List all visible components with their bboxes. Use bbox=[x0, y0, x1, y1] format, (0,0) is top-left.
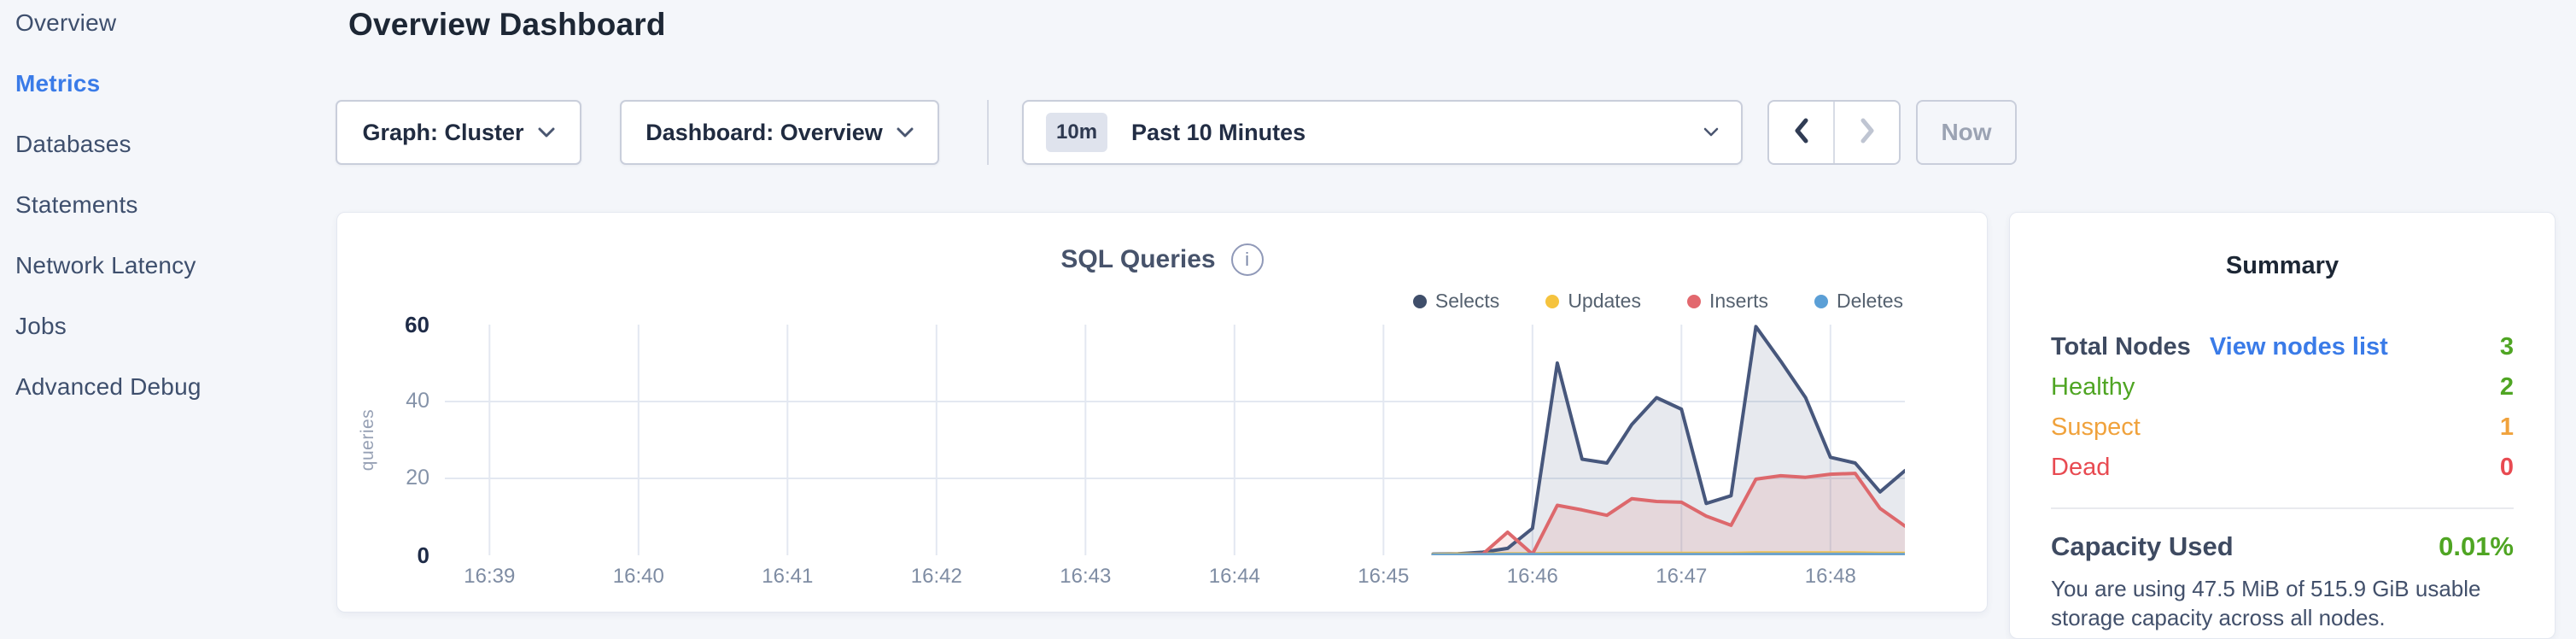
time-range-selector[interactable]: 10m Past 10 Minutes bbox=[1022, 100, 1743, 165]
sidebar: Overview Metrics Databases Statements Networ… bbox=[0, 0, 336, 624]
chevron-down-icon bbox=[538, 127, 555, 138]
time-range-label: Past 10 Minutes bbox=[1131, 119, 1306, 145]
legend-label: Inserts bbox=[1709, 290, 1769, 312]
toolbar-divider bbox=[987, 100, 989, 165]
legend-item-selects[interactable]: Selects bbox=[1412, 290, 1500, 313]
x-tick-label: 16:47 bbox=[1656, 565, 1708, 588]
total-nodes-label: Total Nodes bbox=[2051, 333, 2191, 361]
sidebar-item-metrics[interactable]: Metrics bbox=[15, 70, 101, 97]
chart-title-row: SQL Queries i bbox=[337, 243, 1987, 276]
page-title: Overview Dashboard bbox=[348, 7, 666, 42]
now-button[interactable]: Now bbox=[1916, 100, 2017, 165]
x-tick-label: 16:41 bbox=[762, 565, 814, 588]
total-nodes-row: Total Nodes View nodes list 3 bbox=[2051, 333, 2514, 361]
sidebar-item-databases[interactable]: Databases bbox=[15, 131, 131, 157]
y-axis-label: queries bbox=[358, 408, 377, 472]
x-tick-label: 16:42 bbox=[910, 565, 962, 588]
sidebar-nav-list: Overview Metrics Databases Statements Networ… bbox=[15, 9, 336, 401]
status-value: 1 bbox=[2499, 413, 2514, 441]
legend-label: Updates bbox=[1568, 290, 1641, 312]
summary-divider bbox=[2051, 507, 2514, 509]
status-value: 2 bbox=[2499, 373, 2514, 401]
sidebar-item-overview[interactable]: Overview bbox=[15, 9, 117, 36]
status-label: Dead bbox=[2051, 454, 2111, 481]
graph-dropdown-label: Graph: Cluster bbox=[362, 119, 524, 145]
total-nodes-value: 3 bbox=[2499, 333, 2514, 361]
sql-queries-chart bbox=[445, 325, 1905, 555]
chart-title: SQL Queries bbox=[1060, 245, 1216, 273]
sidebar-item-network-latency[interactable]: Network Latency bbox=[15, 252, 196, 278]
node-status-row-healthy: Healthy 2 bbox=[2051, 372, 2514, 402]
chevron-right-icon bbox=[1856, 116, 1878, 149]
selects-series-dot-icon bbox=[1412, 294, 1427, 308]
dashboard-dropdown-label: Dashboard: Overview bbox=[645, 119, 883, 145]
chart-legend: Selects Updates Inserts Deletes bbox=[1412, 290, 1903, 313]
summary-card: Summary Total Nodes View nodes list 3 He… bbox=[2009, 212, 2556, 639]
node-status-row-suspect: Suspect 1 bbox=[2051, 413, 2514, 442]
x-tick-label: 16:46 bbox=[1506, 565, 1558, 588]
deletes-series-dot-icon bbox=[1814, 294, 1829, 308]
y-tick-label: 60 bbox=[405, 312, 429, 337]
node-status-rows: Healthy 2 Suspect 1 Dead 0 bbox=[2051, 372, 2514, 482]
time-range-badge: 10m bbox=[1046, 113, 1108, 152]
chevron-down-icon bbox=[1703, 127, 1719, 138]
x-tick-label: 16:48 bbox=[1804, 565, 1856, 588]
previous-time-button[interactable] bbox=[1769, 102, 1835, 163]
legend-label: Deletes bbox=[1837, 290, 1903, 312]
y-tick-label: 0 bbox=[417, 542, 429, 568]
toolbar: Graph: Cluster Dashboard: Overview 10m P… bbox=[336, 100, 2017, 165]
status-value: 0 bbox=[2499, 454, 2514, 481]
sidebar-item-advanced-debug[interactable]: Advanced Debug bbox=[15, 373, 202, 400]
next-time-button[interactable] bbox=[1835, 102, 1899, 163]
x-tick-label: 16:43 bbox=[1060, 565, 1112, 588]
legend-label: Selects bbox=[1434, 290, 1500, 312]
updates-series-dot-icon bbox=[1545, 294, 1560, 308]
capacity-used-row: Capacity Used 0.01% bbox=[2051, 531, 2514, 562]
sql-queries-chart-card: SQL Queries i Selects Updates Inserts Delet… bbox=[336, 212, 1988, 613]
info-icon[interactable]: i bbox=[1230, 243, 1264, 276]
inserts-series-dot-icon bbox=[1686, 294, 1701, 308]
legend-item-deletes[interactable]: Deletes bbox=[1814, 290, 1903, 313]
chevron-left-icon bbox=[1790, 116, 1813, 149]
dashboard-dropdown[interactable]: Dashboard: Overview bbox=[620, 100, 939, 165]
x-tick-label: 16:45 bbox=[1358, 565, 1410, 588]
chart-plot-area[interactable]: 16:39 16:40 16:41 16:42 16:43 16:44 16:45 16:46… bbox=[445, 325, 1905, 588]
time-pager bbox=[1767, 100, 1901, 165]
y-tick-label: 20 bbox=[406, 466, 429, 490]
status-label: Suspect bbox=[2051, 413, 2141, 441]
view-nodes-list-link[interactable]: View nodes list bbox=[2209, 333, 2388, 361]
capacity-used-label: Capacity Used bbox=[2051, 531, 2234, 561]
y-tick-label: 40 bbox=[406, 389, 429, 413]
legend-item-updates[interactable]: Updates bbox=[1545, 290, 1641, 313]
legend-item-inserts[interactable]: Inserts bbox=[1686, 290, 1769, 313]
x-tick-label: 16:39 bbox=[464, 565, 516, 588]
sidebar-item-jobs[interactable]: Jobs bbox=[15, 313, 67, 339]
x-tick-label: 16:44 bbox=[1208, 565, 1260, 588]
x-tick-label: 16:40 bbox=[612, 565, 664, 588]
chevron-down-icon bbox=[897, 127, 914, 138]
sidebar-item-statements[interactable]: Statements bbox=[15, 191, 138, 218]
node-status-row-dead: Dead 0 bbox=[2051, 453, 2514, 482]
graph-dropdown[interactable]: Graph: Cluster bbox=[336, 100, 581, 165]
summary-title: Summary bbox=[2225, 252, 2339, 279]
capacity-used-value: 0.01% bbox=[2439, 531, 2514, 561]
status-label: Healthy bbox=[2051, 373, 2135, 401]
